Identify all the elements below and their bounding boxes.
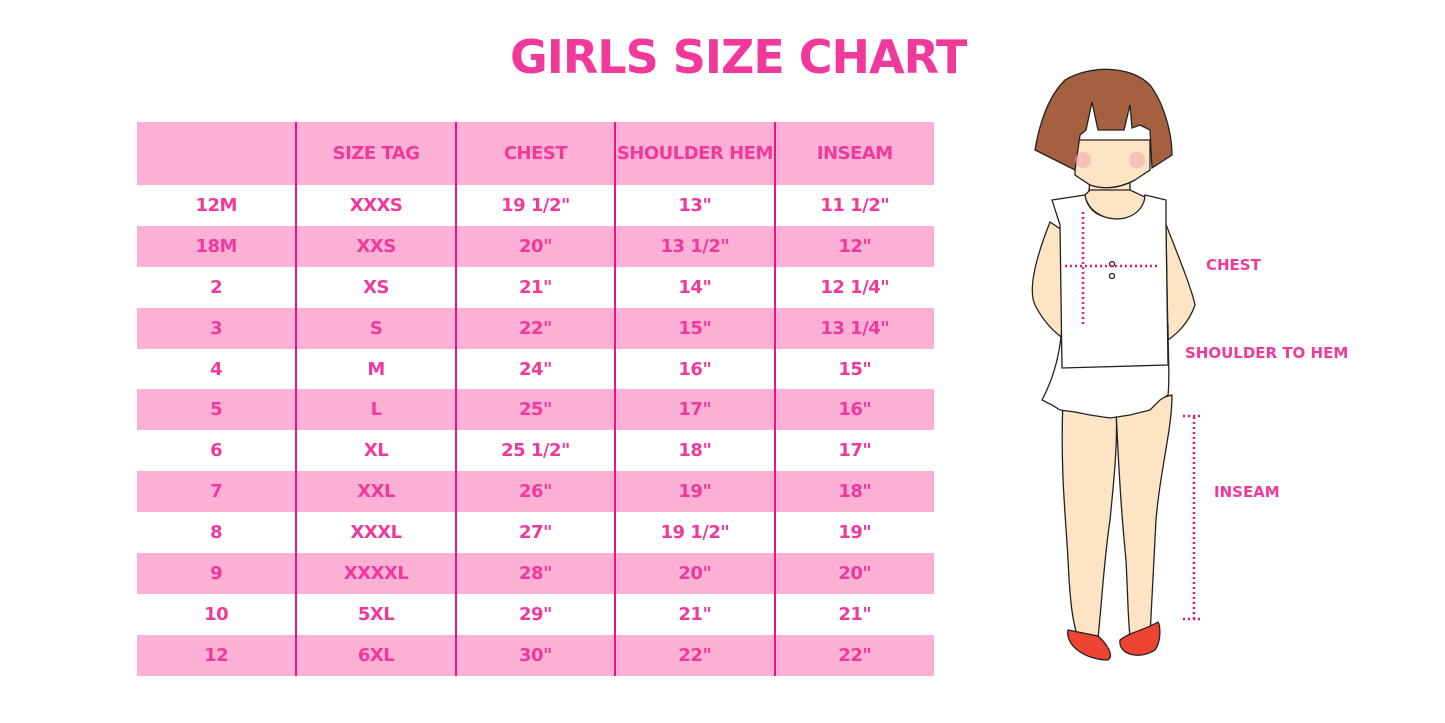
table-cell: 19" xyxy=(614,471,775,513)
table-cell: 7 xyxy=(137,471,297,513)
table-cell: 25" xyxy=(454,389,616,431)
table-cell: 8 xyxy=(210,522,223,544)
table-cell: 18M xyxy=(137,225,297,267)
table-cell: 25 1/2" xyxy=(454,430,616,472)
table-row: 9 XXXXL 28" 20" 20" xyxy=(137,553,934,594)
table-cell: 6XL xyxy=(295,634,456,676)
table-row: 12 6XL 30" 22" 22" xyxy=(137,634,934,676)
table-cell: 13 1/2" xyxy=(614,225,775,267)
table-cell: 3 xyxy=(137,307,297,349)
table-cell: XXXS xyxy=(295,185,456,226)
table-cell: XS xyxy=(295,266,456,308)
header-cell: INSEAM xyxy=(773,122,934,185)
table-cell: 22" xyxy=(454,307,616,349)
table-cell: 28" xyxy=(454,553,616,594)
table-cell: 24" xyxy=(454,348,616,390)
table-cell: 21" xyxy=(454,266,616,308)
table-row: 5 L 25" 17" 16" xyxy=(137,389,934,431)
table-cell: 20" xyxy=(614,553,775,594)
table-cell: 14" xyxy=(614,266,775,308)
table-cell: XXXXL xyxy=(295,553,456,594)
chest-label: CHEST xyxy=(1206,256,1261,274)
header-cell xyxy=(137,122,297,185)
table-cell: 9 xyxy=(137,553,297,594)
table-cell: 6 xyxy=(210,440,223,462)
table-row: 4 M 24" 16" 15" xyxy=(137,348,934,390)
table-cell: 12 1/4" xyxy=(773,266,934,308)
inseam-label: INSEAM xyxy=(1214,483,1280,501)
table-row: 8 XXXL 27" 19 1/2" 19" xyxy=(137,512,934,554)
table-cell: 21" xyxy=(614,593,775,635)
table-cell: 17" xyxy=(614,389,775,431)
table-cell: 20" xyxy=(454,225,616,267)
table-cell: 27" xyxy=(454,512,616,554)
table-cell: 29" xyxy=(454,593,616,635)
table-cell: 26" xyxy=(454,471,616,513)
table-cell: 16" xyxy=(614,348,775,390)
table-cell: 15" xyxy=(773,348,934,390)
table-cell: 22" xyxy=(614,634,775,676)
shoulder-to-hem-label: SHOULDER TO HEM xyxy=(1185,344,1349,362)
table-cell: 16" xyxy=(773,389,934,431)
table-cell: XL xyxy=(295,430,456,472)
table-cell: 18" xyxy=(614,430,775,472)
table-cell: XXL xyxy=(295,471,456,513)
table-cell: 20" xyxy=(773,553,934,594)
header-cell: CHEST xyxy=(454,122,616,185)
table-row: 7 XXL 26" 19" 18" xyxy=(137,471,934,513)
table-cell: 5XL xyxy=(295,593,456,635)
table-cell: 19 1/2" xyxy=(454,185,616,226)
table-cell: 30" xyxy=(454,634,616,676)
table-row: 3 S 22" 15" 13 1/4" xyxy=(137,307,934,349)
table-cell: L xyxy=(295,389,456,431)
table-cell: 2 xyxy=(210,276,223,298)
table-cell: 11 1/2" xyxy=(773,185,934,226)
table-row: 12M XXXS 19 1/2" 13" 11 1/2" xyxy=(137,185,934,226)
table-cell: M xyxy=(295,348,456,390)
table-cell: 22" xyxy=(773,634,934,676)
table-cell: 17" xyxy=(773,430,934,472)
table-cell: 4 xyxy=(210,358,223,380)
header-cell: SHOULDER HEM xyxy=(614,122,775,185)
table-cell: 12" xyxy=(773,225,934,267)
table-row: 6 XL 25 1/2" 18" 17" xyxy=(137,430,934,472)
table-row: 10 5XL 29" 21" 21" xyxy=(137,593,934,635)
table-cell: S xyxy=(295,307,456,349)
table-cell: 5 xyxy=(137,389,297,431)
table-cell: 13" xyxy=(614,185,775,226)
table-cell: 15" xyxy=(614,307,775,349)
table-header-row: SIZE TAG CHEST SHOULDER HEM INSEAM xyxy=(137,122,934,185)
table-cell: 19 1/2" xyxy=(614,512,775,554)
table-cell: 12 xyxy=(137,634,297,676)
header-cell: SIZE TAG xyxy=(295,122,456,185)
size-table: SIZE TAG CHEST SHOULDER HEM INSEAM 12M XX… xyxy=(137,122,934,676)
table-cell: 19" xyxy=(773,512,934,554)
table-cell: 18" xyxy=(773,471,934,513)
table-cell: XXXL xyxy=(295,512,456,554)
table-row: 18M XXS 20" 13 1/2" 12" xyxy=(137,225,934,267)
table-row: 2 XS 21" 14" 12 1/4" xyxy=(137,266,934,308)
table-cell: 13 1/4" xyxy=(773,307,934,349)
table-cell: 10 xyxy=(204,603,229,625)
table-cell: XXS xyxy=(295,225,456,267)
table-cell: 21" xyxy=(773,593,934,635)
table-cell: 12M xyxy=(195,194,237,216)
page-title: GIRLS SIZE CHART xyxy=(510,30,967,84)
